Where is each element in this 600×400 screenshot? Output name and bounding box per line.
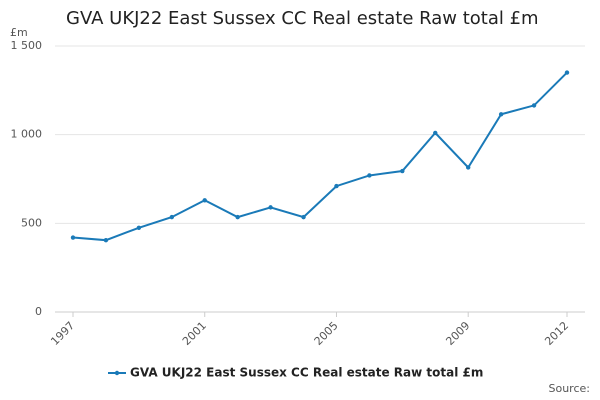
point xyxy=(103,237,109,243)
line xyxy=(72,71,568,242)
chart-title: GVA UKJ22 East Sussex CC Real estate Raw… xyxy=(66,8,539,29)
point xyxy=(70,235,76,240)
point xyxy=(564,70,570,75)
point xyxy=(301,214,306,220)
y-tick-label: 1 000 xyxy=(11,128,43,141)
y-tick-label: 500 xyxy=(21,216,42,229)
point xyxy=(136,225,142,230)
legend-dot xyxy=(114,370,120,376)
point xyxy=(202,198,207,203)
legend-label: GVA UKJ22 East Sussex CC Real estate Raw… xyxy=(130,366,483,380)
point xyxy=(531,103,537,108)
y-tick-label: 1 500 xyxy=(11,39,43,52)
x-tick-label: 1997 xyxy=(48,319,77,348)
source: Source: xyxy=(549,382,591,395)
point xyxy=(466,165,471,170)
x-tick-label: 2009 xyxy=(443,319,472,348)
point xyxy=(235,214,240,220)
x-tick-label: 2005 xyxy=(312,319,341,348)
x-tick-label: 2001 xyxy=(180,319,209,348)
y-tick-label: 0 xyxy=(35,305,42,318)
x-tick-label: 2012 xyxy=(542,319,571,348)
point xyxy=(334,183,339,189)
point xyxy=(169,214,174,220)
y-unit: £m xyxy=(10,26,28,39)
point xyxy=(268,205,273,210)
point xyxy=(498,112,504,117)
point xyxy=(400,168,405,174)
point xyxy=(433,130,438,136)
point xyxy=(367,173,372,178)
